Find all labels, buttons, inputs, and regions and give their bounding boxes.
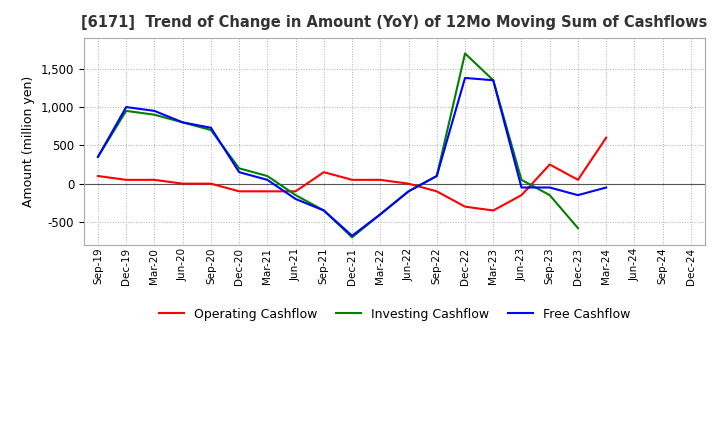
Free Cashflow bbox=[489, 77, 498, 83]
Operating Cashflow bbox=[602, 135, 611, 140]
Investing Cashflow bbox=[433, 173, 441, 179]
Investing Cashflow bbox=[348, 235, 356, 240]
Free Cashflow bbox=[404, 189, 413, 194]
Free Cashflow bbox=[433, 173, 441, 179]
Line: Investing Cashflow: Investing Cashflow bbox=[98, 53, 578, 237]
Investing Cashflow bbox=[263, 173, 271, 179]
Operating Cashflow bbox=[235, 189, 243, 194]
Operating Cashflow bbox=[489, 208, 498, 213]
Free Cashflow bbox=[179, 120, 187, 125]
Investing Cashflow bbox=[404, 189, 413, 194]
Operating Cashflow bbox=[574, 177, 582, 183]
Operating Cashflow bbox=[376, 177, 384, 183]
Investing Cashflow bbox=[376, 212, 384, 217]
Operating Cashflow bbox=[517, 193, 526, 198]
Operating Cashflow bbox=[122, 177, 130, 183]
Investing Cashflow bbox=[94, 154, 102, 159]
Free Cashflow bbox=[292, 196, 300, 202]
Operating Cashflow bbox=[150, 177, 158, 183]
Operating Cashflow bbox=[545, 162, 554, 167]
Free Cashflow bbox=[376, 212, 384, 217]
Free Cashflow bbox=[150, 108, 158, 114]
Operating Cashflow bbox=[404, 181, 413, 186]
Operating Cashflow bbox=[179, 181, 187, 186]
Operating Cashflow bbox=[94, 173, 102, 179]
Free Cashflow bbox=[517, 185, 526, 190]
Free Cashflow bbox=[207, 125, 215, 130]
Investing Cashflow bbox=[545, 193, 554, 198]
Investing Cashflow bbox=[150, 112, 158, 117]
Operating Cashflow bbox=[320, 169, 328, 175]
Free Cashflow bbox=[545, 185, 554, 190]
Line: Free Cashflow: Free Cashflow bbox=[98, 78, 606, 236]
Free Cashflow bbox=[320, 208, 328, 213]
Operating Cashflow bbox=[292, 189, 300, 194]
Investing Cashflow bbox=[122, 108, 130, 114]
Investing Cashflow bbox=[489, 77, 498, 83]
Operating Cashflow bbox=[348, 177, 356, 183]
Investing Cashflow bbox=[461, 51, 469, 56]
Operating Cashflow bbox=[461, 204, 469, 209]
Operating Cashflow bbox=[263, 189, 271, 194]
Free Cashflow bbox=[94, 154, 102, 159]
Free Cashflow bbox=[574, 193, 582, 198]
Line: Operating Cashflow: Operating Cashflow bbox=[98, 138, 606, 210]
Operating Cashflow bbox=[207, 181, 215, 186]
Investing Cashflow bbox=[207, 128, 215, 133]
Investing Cashflow bbox=[292, 193, 300, 198]
Investing Cashflow bbox=[179, 120, 187, 125]
Y-axis label: Amount (million yen): Amount (million yen) bbox=[22, 76, 35, 207]
Operating Cashflow bbox=[433, 189, 441, 194]
Free Cashflow bbox=[461, 75, 469, 81]
Investing Cashflow bbox=[574, 225, 582, 231]
Title: [6171]  Trend of Change in Amount (YoY) of 12Mo Moving Sum of Cashflows: [6171] Trend of Change in Amount (YoY) o… bbox=[81, 15, 708, 30]
Free Cashflow bbox=[348, 233, 356, 238]
Investing Cashflow bbox=[320, 208, 328, 213]
Legend: Operating Cashflow, Investing Cashflow, Free Cashflow: Operating Cashflow, Investing Cashflow, … bbox=[154, 303, 635, 326]
Free Cashflow bbox=[602, 185, 611, 190]
Investing Cashflow bbox=[235, 166, 243, 171]
Free Cashflow bbox=[235, 169, 243, 175]
Investing Cashflow bbox=[517, 177, 526, 183]
Free Cashflow bbox=[263, 177, 271, 183]
Free Cashflow bbox=[122, 104, 130, 110]
